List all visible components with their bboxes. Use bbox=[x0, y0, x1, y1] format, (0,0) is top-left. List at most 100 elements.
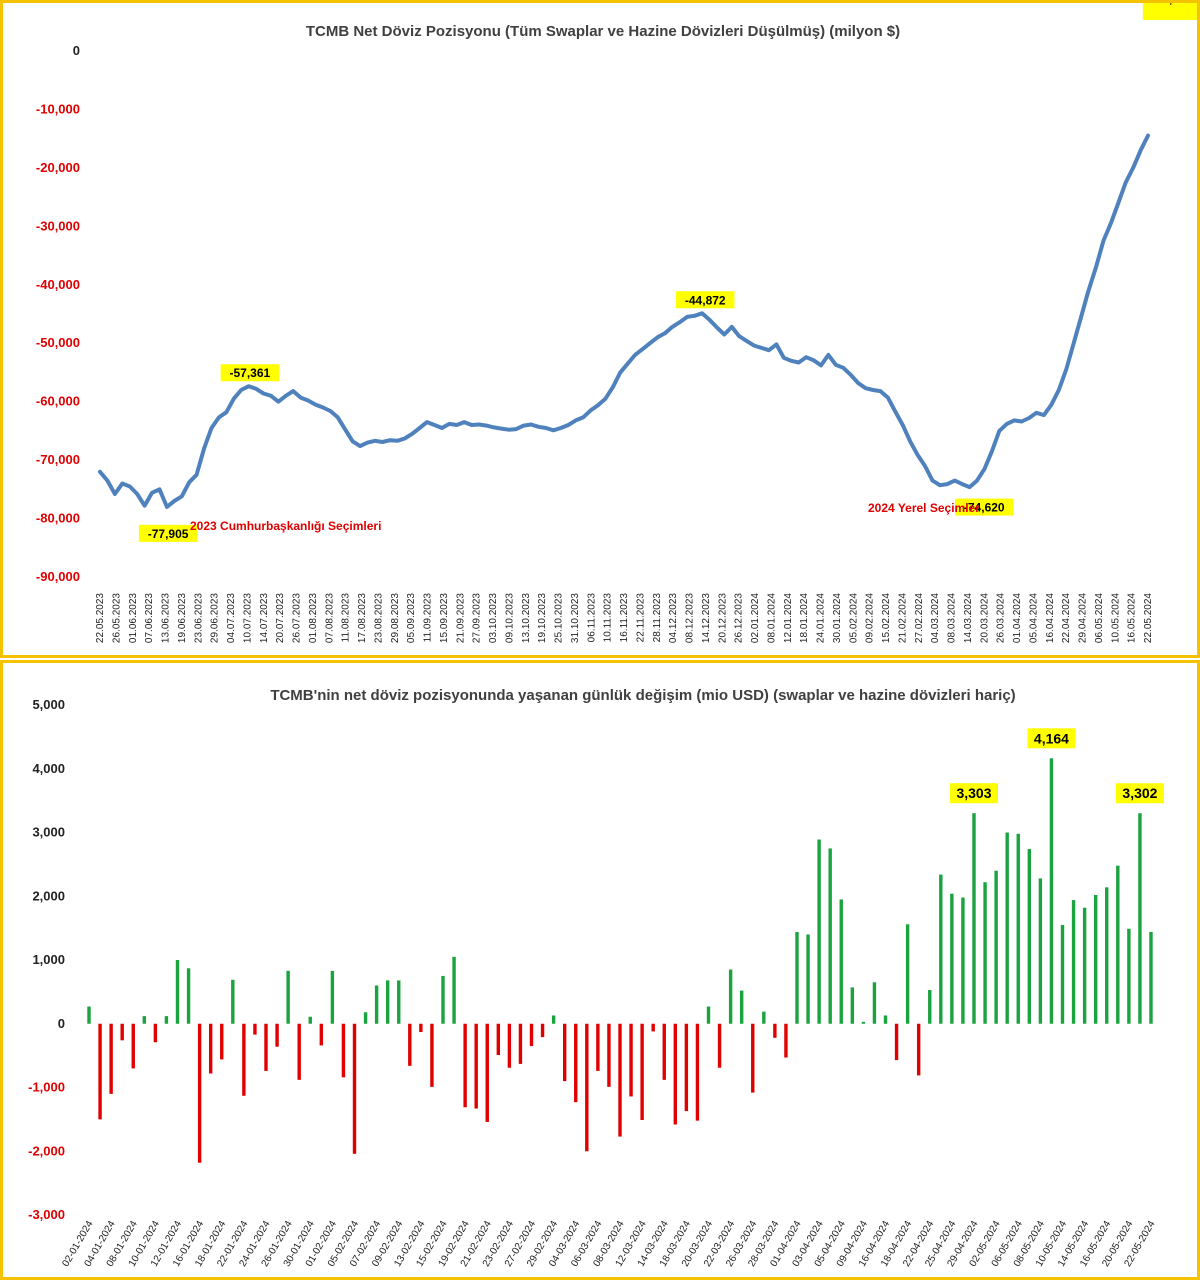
x-tick-label: 31.10.2023 bbox=[570, 593, 581, 643]
bar bbox=[308, 1016, 312, 1024]
x-tick-label: 26.05.2023 bbox=[111, 593, 122, 643]
annotation-box bbox=[1027, 728, 1076, 749]
bar bbox=[452, 956, 456, 1024]
bar bbox=[684, 1023, 689, 1112]
x-tick-label: 12.01.2024 bbox=[783, 593, 794, 643]
y-tick-label: -20,000 bbox=[36, 160, 80, 175]
bar bbox=[828, 848, 832, 1024]
y-tick-label: -50,000 bbox=[36, 335, 80, 350]
x-tick-label: 15.09.2023 bbox=[439, 593, 450, 643]
bar bbox=[408, 1023, 412, 1066]
bar bbox=[706, 1006, 711, 1024]
chart-title-top: TCMB Net Döviz Pozisyonu (Tüm Swaplar ve… bbox=[306, 23, 900, 40]
bar bbox=[950, 893, 954, 1024]
y-tick-label: 3,000 bbox=[32, 825, 65, 840]
bar bbox=[1116, 865, 1120, 1024]
x-tick-label: 14.12.2023 bbox=[701, 593, 712, 643]
bar bbox=[242, 1023, 246, 1096]
y-tick-label: -3,000 bbox=[28, 1207, 65, 1222]
x-tick-label: 27.09.2023 bbox=[472, 593, 483, 643]
x-tick-label: 16.05.2024 bbox=[1127, 593, 1138, 643]
x-tick-label: 13.10.2023 bbox=[521, 593, 532, 643]
x-tick-label: 08.03.2024 bbox=[947, 593, 958, 643]
x-tick-label: 02.01.2024 bbox=[750, 593, 761, 643]
bar bbox=[286, 970, 290, 1024]
x-tick-label: 26.03.2024 bbox=[996, 593, 1007, 643]
bar bbox=[806, 934, 810, 1024]
bar bbox=[231, 979, 235, 1024]
x-tick-label: 04.12.2023 bbox=[668, 593, 679, 643]
bar bbox=[618, 1023, 622, 1137]
bar bbox=[485, 1023, 489, 1122]
bar bbox=[175, 960, 180, 1024]
bar bbox=[98, 1023, 102, 1120]
x-tick-label: 22.05.2023 bbox=[95, 593, 106, 643]
bar bbox=[275, 1023, 279, 1047]
bar bbox=[330, 970, 335, 1024]
y-tick-label: 0 bbox=[73, 43, 80, 58]
bar bbox=[928, 989, 932, 1024]
chart-title-bottom: TCMB'nin net döviz pozisyonunda yaşanan … bbox=[270, 687, 1015, 704]
bar bbox=[352, 1023, 357, 1154]
bar bbox=[1005, 832, 1009, 1024]
bar bbox=[717, 1023, 722, 1068]
x-tick-label: 08.01.2024 bbox=[766, 593, 777, 643]
bar bbox=[585, 1023, 589, 1152]
bar bbox=[762, 1011, 766, 1024]
bar bbox=[540, 1023, 545, 1038]
x-tick-label: 09.02.2024 bbox=[865, 593, 876, 643]
y-tick-label: -60,000 bbox=[36, 394, 80, 409]
bar bbox=[562, 1023, 567, 1082]
x-tick-label: 22.05.2024 bbox=[1143, 593, 1154, 643]
bar bbox=[1016, 833, 1020, 1024]
x-tick-label: 14.07.2023 bbox=[259, 593, 270, 643]
bar bbox=[220, 1023, 224, 1060]
bar bbox=[1027, 849, 1032, 1024]
y-tick-label: 0 bbox=[58, 1016, 65, 1031]
bar bbox=[839, 899, 843, 1024]
x-tick-label: 01.04.2024 bbox=[1012, 593, 1023, 643]
bar bbox=[607, 1023, 611, 1087]
bar bbox=[872, 982, 877, 1024]
bar bbox=[861, 1021, 866, 1024]
x-tick-label: 20.12.2023 bbox=[717, 593, 728, 643]
bar bbox=[640, 1023, 644, 1121]
bar bbox=[551, 1015, 556, 1024]
annotation-box bbox=[955, 498, 1014, 516]
x-tick-label: 16.04.2024 bbox=[1045, 593, 1056, 643]
x-tick-label: 05.09.2023 bbox=[406, 593, 417, 643]
x-tick-label: 29.08.2023 bbox=[390, 593, 401, 643]
bar bbox=[784, 1023, 788, 1058]
annotation-label: 3,302 bbox=[1122, 785, 1157, 801]
x-tick-label: 28.11.2023 bbox=[652, 593, 663, 643]
x-tick-label: 10.07.2023 bbox=[242, 593, 253, 643]
annotation-box bbox=[220, 364, 280, 382]
x-tick-label: 03.10.2023 bbox=[488, 593, 499, 643]
y-tick-label: -10,000 bbox=[36, 101, 80, 116]
x-tick-label: 07.08.2023 bbox=[324, 593, 335, 643]
x-tick-label: 08.12.2023 bbox=[685, 593, 696, 643]
bar bbox=[253, 1023, 257, 1035]
bar bbox=[120, 1023, 124, 1041]
bar bbox=[739, 990, 744, 1024]
x-tick-label: 04.07.2023 bbox=[226, 593, 237, 643]
annotation-box bbox=[676, 291, 735, 309]
x-tick-label: 01.08.2023 bbox=[308, 593, 319, 643]
bar bbox=[1127, 928, 1131, 1024]
bar bbox=[883, 1015, 888, 1024]
annotation-label: -74,620 bbox=[964, 501, 1005, 515]
annotation-label: 3,303 bbox=[956, 785, 991, 801]
x-tick-label: 23.06.2023 bbox=[193, 593, 204, 643]
x-tick-label: 21.02.2024 bbox=[897, 593, 908, 643]
x-tick-label: 29.04.2024 bbox=[1078, 593, 1089, 643]
x-tick-label: 15.02.2024 bbox=[881, 593, 892, 643]
chart-panel-bottom: TCMB'nin net döviz pozisyonunda yaşanan … bbox=[0, 660, 1200, 1280]
bar bbox=[496, 1023, 501, 1055]
annotation-box bbox=[950, 783, 998, 804]
bar bbox=[197, 1023, 202, 1163]
bar bbox=[673, 1023, 678, 1125]
bar bbox=[186, 968, 191, 1024]
x-tick-label: 01.06.2023 bbox=[128, 593, 139, 643]
x-tick-label: 09.10.2023 bbox=[504, 593, 515, 643]
bar bbox=[1049, 758, 1054, 1024]
